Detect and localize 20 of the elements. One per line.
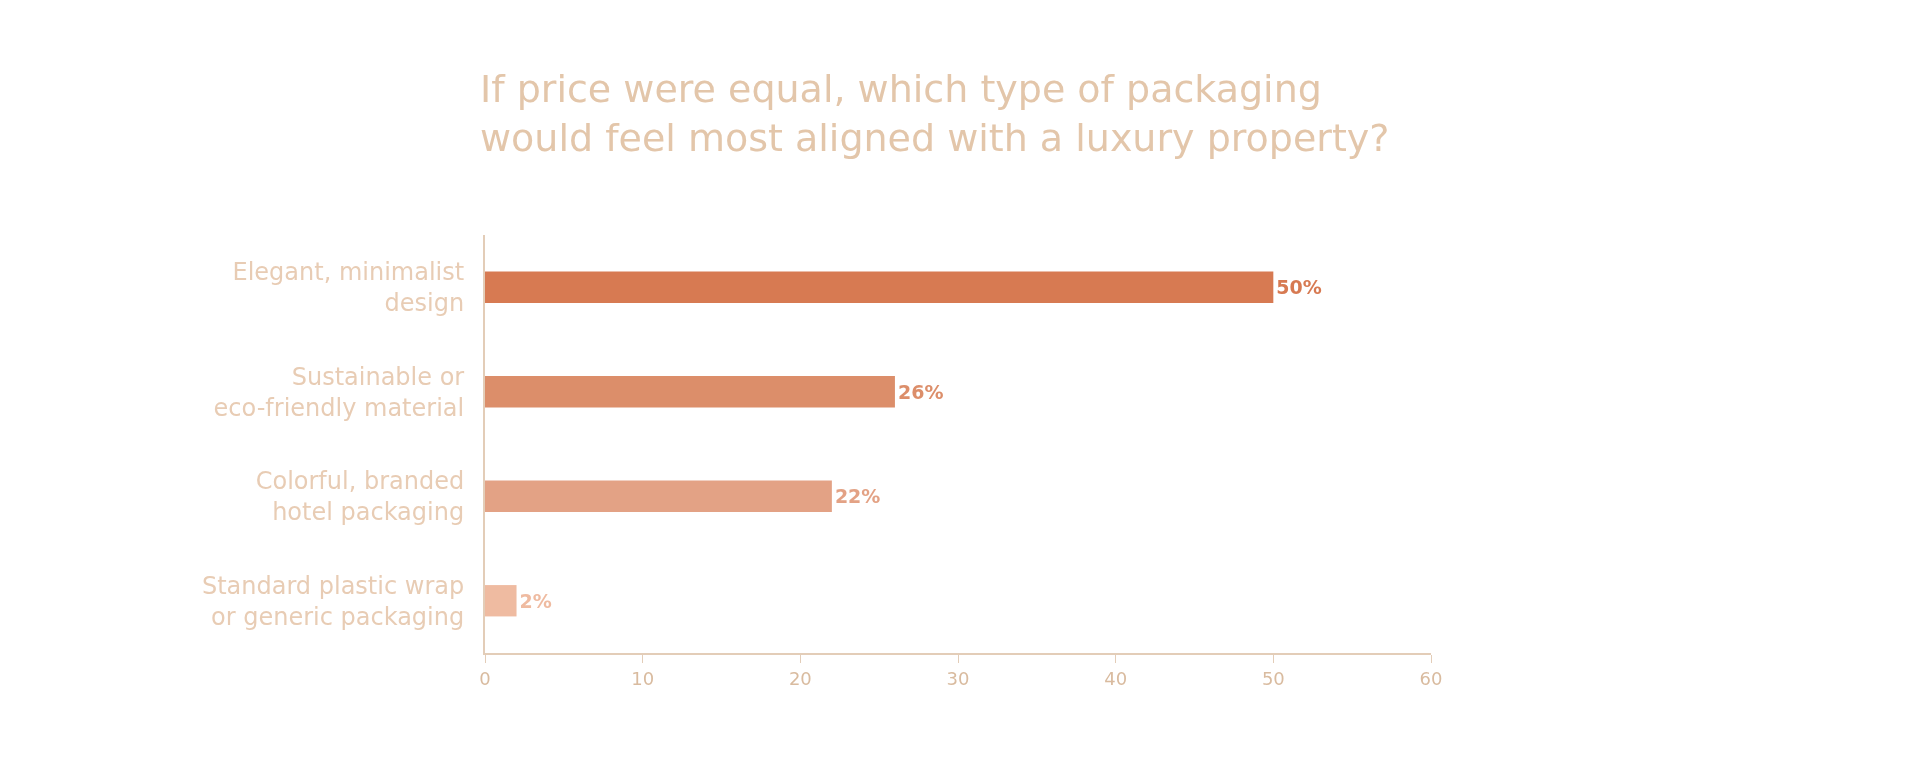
x-tick-label: 40 xyxy=(1104,667,1128,689)
x-tick-label: 0 xyxy=(479,667,491,689)
chart-title: If price were equal, which type of packaging would feel most aligned with a luxury property? xyxy=(480,66,1390,161)
y-tick-label: Sustainable or eco-friendly material xyxy=(213,362,465,422)
y-tick-label: Colorful, branded hotel packaging xyxy=(255,467,465,527)
y-tick-label: Standard plastic wrap or generic packaging xyxy=(201,571,465,631)
data-label: 2% xyxy=(519,589,552,612)
bar xyxy=(485,480,832,512)
bar xyxy=(485,585,517,617)
data-label: 50% xyxy=(1276,276,1322,299)
x-tick-label: 10 xyxy=(631,667,655,689)
x-tick-label: 50 xyxy=(1261,667,1285,689)
bar xyxy=(485,376,895,408)
x-tick-label: 30 xyxy=(946,667,970,689)
y-tick-label: Elegant, minimalist design xyxy=(232,258,465,318)
data-label: 26% xyxy=(897,380,944,403)
bar xyxy=(485,271,1274,303)
data-label: 22% xyxy=(834,485,881,508)
x-tick-label: 20 xyxy=(788,667,812,689)
x-tick-label: 60 xyxy=(1419,667,1443,689)
